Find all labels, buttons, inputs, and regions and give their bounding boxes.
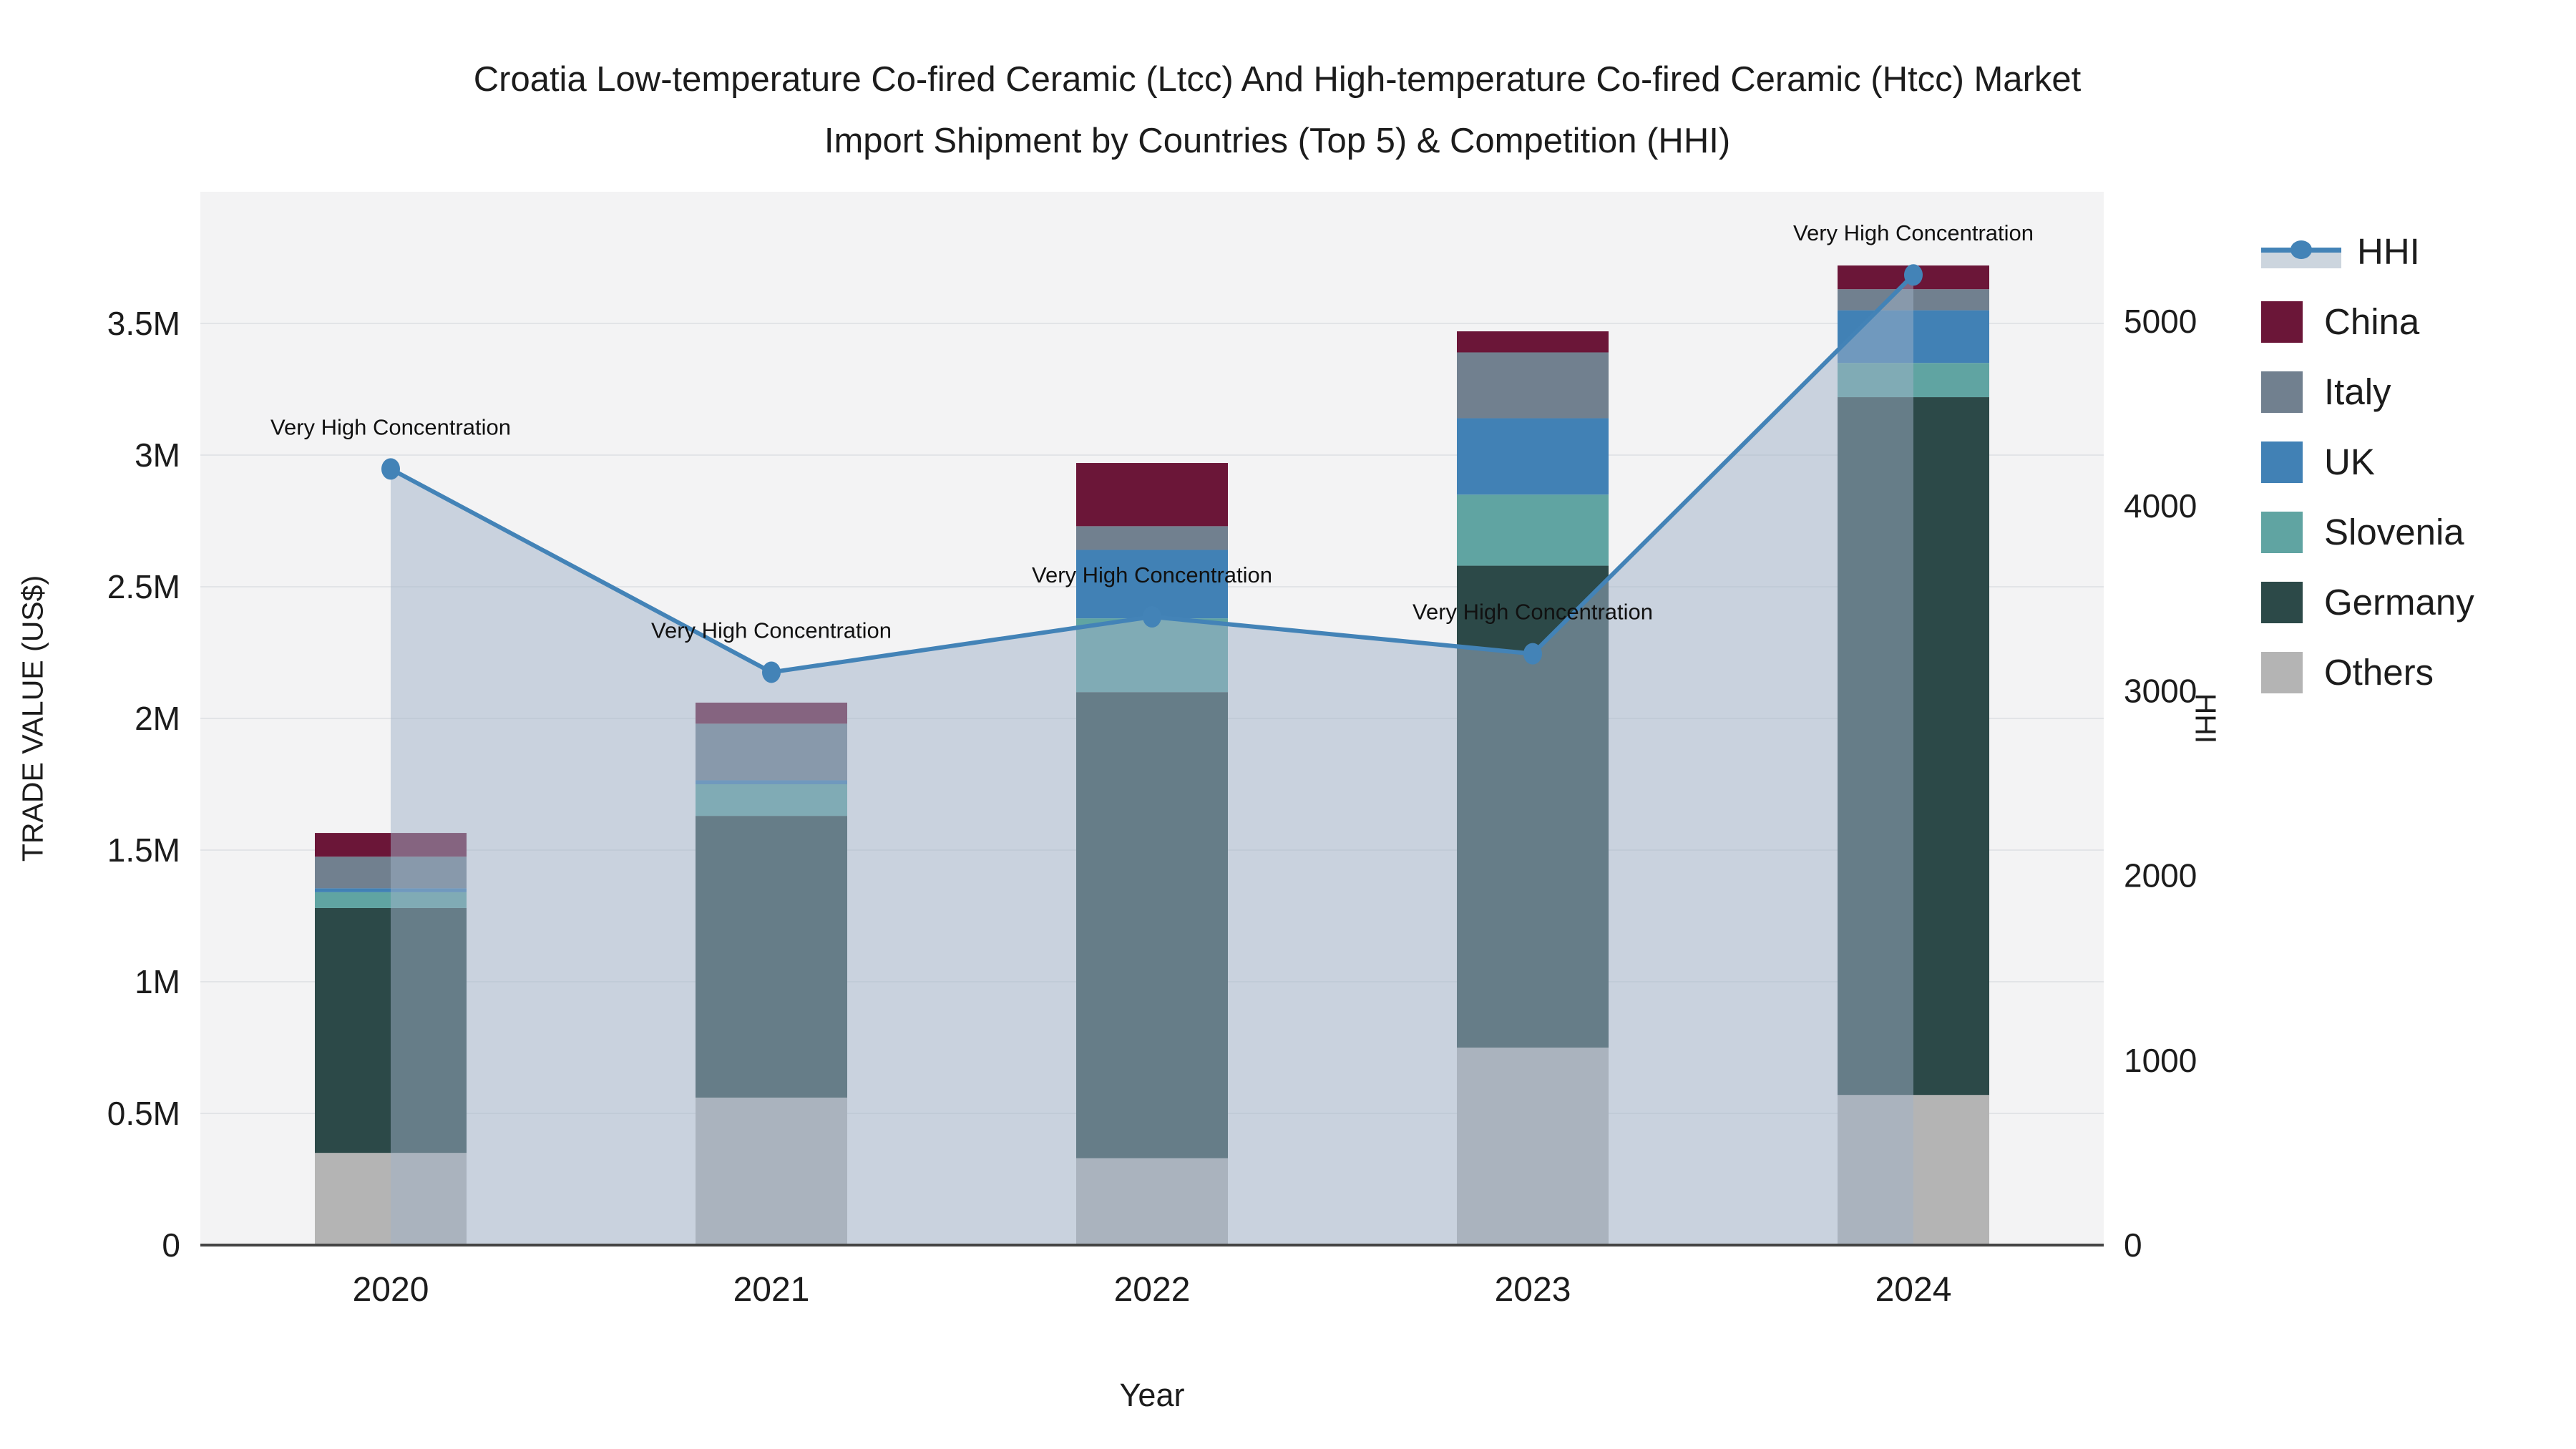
legend-line-swatch [2261,231,2341,273]
y-axis-title-left: TRADE VALUE (US$) [16,575,49,862]
legend-color-swatch [2261,651,2303,693]
hhi-marker-2024 [1904,264,1923,286]
y-axis-title-right: HHI [2189,693,2223,744]
bar-segment-slovenia-2023 [1457,494,1609,566]
legend-label: Germany [2324,582,2474,623]
y-right-tick-label: 0 [2124,1226,2142,1264]
chart-title: Croatia Low-temperature Co-fired Ceramic… [0,49,2555,172]
legend-label: China [2324,301,2420,342]
y-left-tick-label: 2.5M [107,568,180,605]
legend-label: Slovenia [2324,512,2464,552]
legend-item-hhi[interactable]: HHI [2261,230,2474,273]
y-left-tick-label: 1.5M [107,831,180,869]
legend-color-swatch [2261,371,2303,413]
annotation-2024: Very High Concentration [1793,220,2034,245]
legend-label: Others [2324,652,2434,693]
y-right-tick-label: 3000 [2124,672,2197,709]
y-left-tick-label: 0.5M [107,1095,180,1132]
x-axis-title: Year [1119,1377,1185,1413]
legend-color-swatch [2261,301,2303,343]
hhi-area [391,275,1913,1245]
annotation-2022: Very High Concentration [1032,562,1272,587]
hhi-marker-2023 [1523,643,1542,665]
legend: HHI China Italy UK Slovenia Germany Others [2261,230,2474,721]
bar-segment-china-2023 [1457,331,1609,353]
y-left-tick-label: 3M [135,436,180,474]
y-left-tick-label: 2M [135,700,180,737]
legend-item-slovenia[interactable]: Slovenia [2261,511,2474,553]
chart-title-line1: Croatia Low-temperature Co-fired Ceramic… [473,60,2082,99]
legend-label: HHI [2357,231,2420,272]
legend-label: UK [2324,441,2375,482]
legend-swatch-dot-part [2290,240,2312,259]
y-left-tick-label: 0 [162,1226,180,1264]
y-right-tick-label: 5000 [2124,303,2197,340]
x-tick-label-2023: 2023 [1495,1271,1571,1309]
annotation-2021: Very High Concentration [651,618,892,643]
y-right-tick-label: 4000 [2124,487,2197,525]
y-right-tick-label: 1000 [2124,1042,2197,1079]
bar-segment-italy-2023 [1457,352,1609,419]
bar-segment-china-2022 [1076,463,1228,527]
legend-item-italy[interactable]: Italy [2261,371,2474,413]
hhi-marker-2021 [762,661,781,683]
legend-item-uk[interactable]: UK [2261,441,2474,483]
y-right-tick-label: 2000 [2124,857,2197,894]
bar-segment-uk-2023 [1457,418,1609,495]
legend-item-others[interactable]: Others [2261,651,2474,693]
y-left-tick-label: 3.5M [107,305,180,342]
legend-color-swatch [2261,511,2303,553]
annotation-2020: Very High Concentration [270,414,511,439]
chart-title-line2: Import Shipment by Countries (Top 5) & C… [824,122,1731,160]
hhi-marker-2020 [381,458,400,480]
legend-item-china[interactable]: China [2261,301,2474,343]
x-tick-label-2024: 2024 [1875,1271,1952,1309]
legend-item-germany[interactable]: Germany [2261,581,2474,623]
bar-segment-italy-2022 [1076,526,1228,550]
x-tick-label-2022: 2022 [1114,1271,1191,1309]
x-tick-label-2020: 2020 [353,1271,429,1309]
y-left-tick-label: 1M [135,963,180,1000]
legend-color-swatch [2261,581,2303,623]
annotation-2023: Very High Concentration [1413,600,1653,625]
legend-label: Italy [2324,371,2391,412]
legend-color-swatch [2261,441,2303,483]
hhi-marker-2022 [1143,605,1161,628]
x-tick-label-2021: 2021 [733,1271,810,1309]
